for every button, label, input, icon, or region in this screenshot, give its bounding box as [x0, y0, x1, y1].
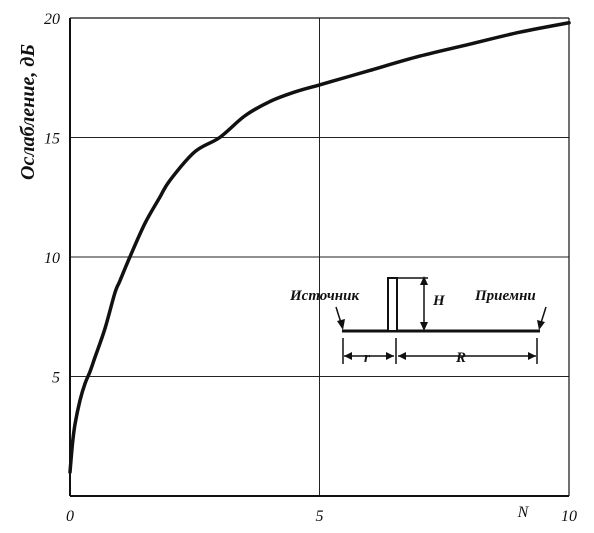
- inset-diagram: [335, 276, 547, 364]
- receiver-pointer-head: [537, 320, 545, 330]
- y-axis-label: Ослабление, дБ: [17, 44, 39, 180]
- source-label: Источник: [289, 288, 359, 304]
- arrow-R-left: [398, 352, 406, 360]
- y-tick-label-1: 10: [44, 250, 60, 267]
- chart-grid: [70, 17, 569, 496]
- R-label: R: [455, 350, 466, 366]
- x-tick-label-0: 0: [66, 508, 74, 525]
- x-tick-label-1: 5: [316, 508, 324, 525]
- y-tick-label-0: 5: [52, 370, 60, 387]
- source-pointer-head: [337, 319, 345, 330]
- y-tick-labels: 5 10 15 20: [44, 11, 60, 387]
- y-tick-label-3: 20: [44, 11, 60, 28]
- height-arrow-down: [420, 322, 428, 331]
- x-tick-label-2: 10: [561, 508, 577, 525]
- x-axis-label: N: [517, 504, 530, 521]
- chart-axes: [69, 17, 570, 497]
- x-tick-labels: 0 5 10: [66, 508, 577, 525]
- arrow-R-right: [528, 352, 536, 360]
- y-tick-label-2: 15: [44, 131, 60, 148]
- barrier: [387, 277, 398, 332]
- height-label: H: [432, 293, 446, 309]
- arrow-r-right: [386, 352, 394, 360]
- height-arrow-up: [420, 276, 428, 285]
- attenuation-curve: [68, 21, 571, 474]
- r-label: r: [364, 350, 370, 366]
- receiver-label: Приемни: [474, 288, 536, 304]
- arrow-r-left: [344, 352, 352, 360]
